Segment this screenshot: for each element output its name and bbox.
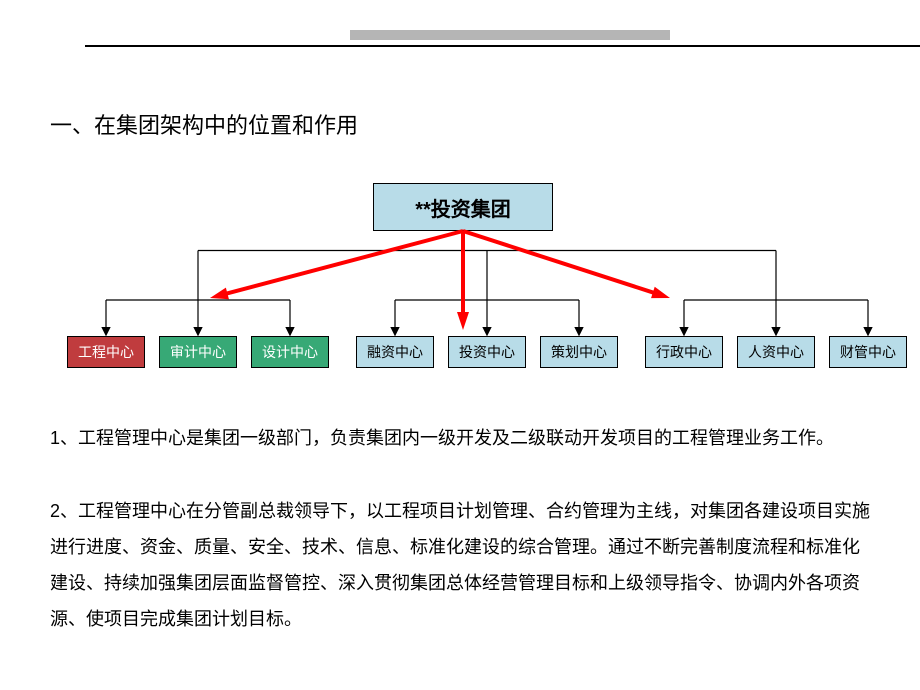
org-node-label: 投资中心 (459, 342, 515, 362)
org-node-design: 设计中心 (251, 336, 329, 368)
org-root-label: **投资集团 (415, 193, 511, 222)
paragraph-1: 1、工程管理中心是集团一级部门，负责集团内一级开发及二级联动开发项目的工程管理业… (50, 420, 870, 456)
org-node-label: 融资中心 (367, 342, 423, 362)
header-black-rule (85, 45, 920, 47)
section-heading: 一、在集团架构中的位置和作用 (50, 108, 358, 140)
org-node-fin: 融资中心 (356, 336, 434, 368)
org-node-label: 工程中心 (78, 342, 134, 362)
org-node-plan: 策划中心 (540, 336, 618, 368)
org-node-eng: 工程中心 (67, 336, 145, 368)
paragraph-2: 2、工程管理中心在分管副总裁领导下，以工程项目计划管理、合约管理为主线，对集团各… (50, 493, 870, 637)
org-node-admin: 行政中心 (645, 336, 723, 368)
org-node-hr: 人资中心 (737, 336, 815, 368)
org-node-label: 人资中心 (748, 342, 804, 362)
org-node-label: 策划中心 (551, 342, 607, 362)
org-node-label: 审计中心 (170, 342, 226, 362)
header-grey-bar (350, 30, 670, 40)
org-node-label: 设计中心 (262, 342, 318, 362)
org-node-label: 行政中心 (656, 342, 712, 362)
org-node-label: 财管中心 (840, 342, 896, 362)
org-node-treas: 财管中心 (829, 336, 907, 368)
org-node-audit: 审计中心 (159, 336, 237, 368)
org-node-invest: 投资中心 (448, 336, 526, 368)
org-root-node: **投资集团 (373, 183, 553, 231)
